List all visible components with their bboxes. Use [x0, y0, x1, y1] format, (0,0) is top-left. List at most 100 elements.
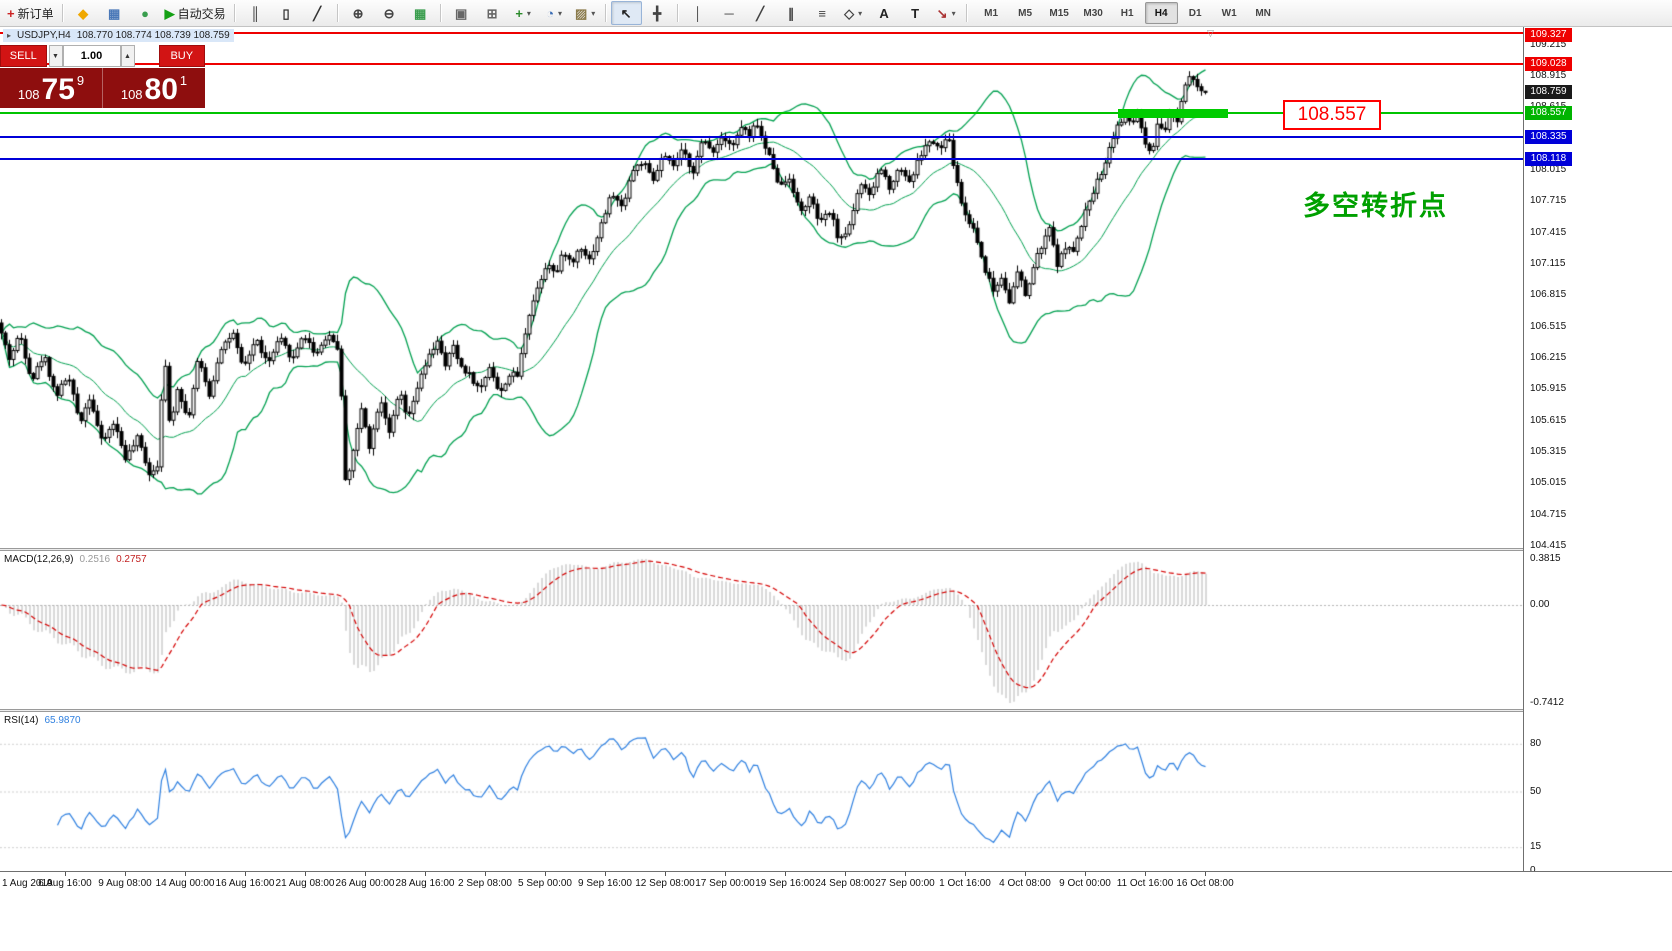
rsi-axis-label: 80: [1530, 737, 1542, 749]
timeframe-M15[interactable]: M15: [1049, 7, 1069, 19]
market-watch-button[interactable]: ●: [130, 1, 161, 25]
timeframe-D1[interactable]: D1: [1188, 7, 1202, 19]
arrows-tool-button[interactable]: ↘ ▾: [931, 1, 962, 25]
new-chart-icon: +: [515, 5, 523, 21]
zoom-in-button[interactable]: ⊕: [343, 1, 374, 25]
templates-button[interactable]: ▨ ▾: [570, 1, 601, 25]
chart-window-button[interactable]: ▦: [99, 1, 130, 25]
price-axis-label: 108.015: [1530, 164, 1567, 176]
timeframe-MN[interactable]: MN: [1255, 7, 1271, 19]
support-upper-hline[interactable]: [0, 135, 1523, 138]
price-axis-label: 107.715: [1530, 195, 1567, 207]
rsi-label: RSI(14) 65.9870: [4, 715, 81, 726]
dropdown-arrow-icon[interactable]: ▾: [558, 8, 563, 18]
text-label-tool-button[interactable]: T: [900, 1, 931, 25]
rsi-value: 65.9870: [44, 715, 81, 726]
time-axis-label: 12 Sep 08:00: [635, 878, 695, 889]
timeframe-group: M1 M5 M15 M30 H1 H4 D1 W1 MN: [975, 2, 1280, 24]
sell-price-display[interactable]: 108 75 9: [0, 68, 102, 108]
timeframe-W1[interactable]: W1: [1221, 7, 1237, 19]
cascade-windows-icon: ▣: [454, 5, 468, 21]
pivot-level-hline[interactable]: [0, 112, 1523, 115]
bar-chart-mode-button[interactable]: ║: [240, 1, 271, 25]
sell-button[interactable]: SELL: [0, 45, 47, 67]
time-axis-tick: [1085, 872, 1086, 876]
timeframe-M30[interactable]: M30: [1083, 7, 1103, 19]
new-chart-button[interactable]: + ▾: [508, 1, 539, 25]
line-chart-mode-button[interactable]: ╱: [302, 1, 333, 25]
trendline-tool-button[interactable]: ╱: [745, 1, 776, 25]
time-axis-label: 9 Oct 00:00: [1059, 878, 1111, 889]
price-axis-label: 106.515: [1530, 320, 1567, 332]
rsi-axis-label: 15: [1530, 841, 1542, 853]
shapes-tool-button[interactable]: ◇ ▾: [838, 1, 869, 25]
macd-indicator-canvas[interactable]: [0, 551, 1523, 709]
buy-price-display[interactable]: 108 80 1: [103, 68, 205, 108]
time-axis-tick: [485, 872, 486, 876]
vertical-line-tool-button[interactable]: │: [683, 1, 714, 25]
new-order-button[interactable]: + 新订单: [3, 1, 58, 25]
candlestick-mode-button[interactable]: ▯: [271, 1, 302, 25]
chinese-annotation-text[interactable]: 多空转折点: [1303, 191, 1448, 221]
auto-arrange-button[interactable]: ▦: [405, 1, 436, 25]
cascade-windows-button[interactable]: ▣: [446, 1, 477, 25]
time-axis-label: 16 Aug 16:00: [215, 878, 275, 889]
support-lower-hline[interactable]: [0, 158, 1523, 161]
price-axis-label: 104.415: [1530, 539, 1567, 551]
support-upper-price-tag: 108.335: [1525, 129, 1572, 144]
rsi-indicator-canvas[interactable]: [0, 712, 1523, 871]
price-axis[interactable]: 109.327 109.028 108.557 108.335 108.118 108.7…: [1523, 27, 1672, 876]
sell-price-sup: 9: [76, 73, 85, 88]
tile-windows-button[interactable]: ⊞: [477, 1, 508, 25]
channel-tool-icon: ∥: [787, 5, 795, 21]
timeframe-H4[interactable]: H4: [1144, 2, 1178, 24]
buy-button[interactable]: BUY: [158, 45, 205, 67]
resistance-lower-hline[interactable]: [0, 63, 1523, 66]
text-tool-icon: A: [879, 5, 889, 21]
auto-trading-button[interactable]: ▶ 自动交易: [161, 1, 230, 25]
arrows-tool-icon: ↘: [936, 5, 948, 21]
profiles-button[interactable]: ◔ ▾: [539, 1, 570, 25]
horizontal-line-tool-button[interactable]: ─: [714, 1, 745, 25]
channel-tool-button[interactable]: ∥: [776, 1, 807, 25]
time-axis[interactable]: 1 Aug 2019 6 Aug 16:00 9 Aug 08:00 14 Aug 0…: [0, 871, 1672, 894]
favorites-button[interactable]: ◆: [68, 1, 99, 25]
auto-trading-label: 自动交易: [177, 6, 226, 21]
price-callout-label[interactable]: 108.557: [1283, 100, 1381, 130]
crosshair-button[interactable]: ╋: [642, 1, 673, 25]
volume-increase-button[interactable]: ▲: [120, 45, 135, 67]
zoom-out-button[interactable]: ⊖: [374, 1, 405, 25]
templates-icon: ▨: [574, 5, 588, 21]
cursor-button[interactable]: ↖: [610, 1, 642, 25]
dropdown-arrow-icon[interactable]: ▾: [526, 8, 531, 18]
time-axis-label: 9 Sep 16:00: [578, 878, 632, 889]
volume-input[interactable]: [62, 45, 121, 67]
dropdown-arrow-icon[interactable]: ▾: [591, 8, 596, 18]
text-label-tool-icon: T: [911, 5, 920, 21]
timeframe-M1[interactable]: M1: [984, 7, 999, 19]
sell-price-base: 108: [17, 86, 40, 102]
panel-splitter[interactable]: [0, 548, 1672, 551]
timeframe-M5[interactable]: M5: [1018, 7, 1033, 19]
resistance-upper-hline[interactable]: [0, 32, 1523, 35]
price-axis-label: 106.215: [1530, 351, 1567, 363]
panel-splitter[interactable]: [0, 709, 1672, 712]
collapse-arrow-icon[interactable]: ▸: [7, 31, 12, 40]
chart-window-icon: ▦: [107, 5, 121, 21]
volume-decrease-button[interactable]: ▼: [48, 45, 63, 67]
text-tool-button[interactable]: A: [869, 1, 900, 25]
cursor-icon: ↖: [620, 5, 632, 21]
pivot-highlight-segment[interactable]: [1118, 108, 1228, 118]
price-axis-label: 107.115: [1530, 258, 1566, 269]
timeframe-H1[interactable]: H1: [1120, 7, 1134, 19]
dropdown-arrow-icon[interactable]: ▾: [951, 8, 956, 18]
time-axis-tick: [605, 872, 606, 876]
dropdown-arrow-icon[interactable]: ▾: [858, 8, 863, 18]
time-axis-label: 5 Sep 00:00: [518, 878, 572, 889]
time-axis-label: 19 Sep 16:00: [755, 878, 815, 889]
time-axis-tick: [665, 872, 666, 876]
buy-price-big: 80: [144, 72, 178, 106]
auto-trading-icon: ▶: [164, 5, 175, 21]
fibonacci-tool-button[interactable]: ≡: [807, 1, 838, 25]
candlestick-mode-icon: ▯: [282, 5, 290, 21]
